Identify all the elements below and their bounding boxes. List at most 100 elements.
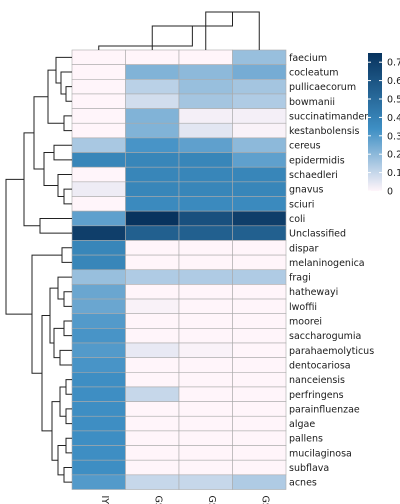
row-label: parahaemolyticus [289, 346, 374, 357]
heatmap-cell [178, 284, 233, 300]
heatmap-cell [178, 430, 233, 446]
heatmap-cell [232, 269, 287, 285]
heatmap-cell [71, 269, 126, 285]
row-label: subflava [289, 463, 329, 474]
heatmap-cell [232, 474, 287, 490]
dendrogram-branch [33, 96, 48, 170]
row-label: melaninogenica [289, 258, 365, 269]
row-label: lwoffii [289, 302, 317, 313]
row-label: cereus [289, 141, 321, 152]
heatmap-cell [125, 225, 180, 241]
heatmap-cell [125, 122, 180, 139]
colorbar-tick-label: 0.1 [387, 168, 400, 179]
dendrogram-branch [57, 276, 72, 300]
colorbar-ticks: 0 0.1 0.2 0.3 0.4 0.5 0.6 0.7 [368, 58, 400, 198]
colorbar-tick-label: 0.7 [387, 58, 400, 69]
heatmap-cell [71, 357, 126, 373]
heatmap-cell [125, 196, 180, 212]
column-label: GS3 [259, 496, 270, 504]
heatmap-cell [125, 459, 180, 476]
heatmap-cell [178, 64, 233, 80]
heatmap-cell [125, 137, 180, 153]
heatmap-cell [71, 108, 126, 124]
row-label: moorei [289, 317, 322, 328]
heatmap-cell [178, 93, 233, 109]
heatmap-cell [125, 181, 180, 197]
heatmap-cell [125, 430, 180, 446]
heatmap-cell [125, 93, 180, 109]
heatmap-cell [178, 298, 233, 314]
heatmap-cell [125, 49, 180, 65]
heatmap-cell [232, 328, 287, 344]
heatmap-cell [71, 225, 126, 241]
heatmap-cell [232, 166, 287, 183]
heatmap-cell [178, 371, 233, 388]
heatmap-cell [125, 254, 180, 271]
dendrogram-branch [61, 247, 72, 263]
heatmap-cell [71, 474, 126, 490]
heatmap-cell [71, 459, 126, 476]
heatmap-cell [71, 196, 126, 212]
heatmap-cell [125, 64, 180, 80]
heatmap-cell [125, 415, 180, 432]
heatmap-cell [71, 240, 126, 256]
column-label: IY [99, 496, 110, 504]
dendrogram-branch [43, 152, 58, 187]
row-label: dispar [289, 243, 318, 254]
heatmap-cell [71, 210, 126, 227]
heatmap-cell [71, 254, 126, 271]
heatmap-cell [232, 386, 287, 402]
heatmap-cell [178, 342, 233, 358]
heatmap-cell [178, 196, 233, 212]
heatmap-cell [125, 386, 180, 402]
row-label: parainfluenzae [289, 404, 360, 415]
row-labels: faecium cocleatum pullicaecorum bowmanii suc… [289, 53, 375, 489]
column-label: GS1 [152, 496, 163, 504]
dendrogram-branch [57, 174, 72, 197]
heatmap-cell [232, 313, 287, 329]
dendrogram-branch [59, 349, 72, 366]
heatmap-cell [232, 108, 287, 124]
heatmap-cell [178, 225, 233, 241]
heatmap-cell [125, 210, 180, 227]
dendrogram-branch [63, 188, 72, 205]
heatmap-cell [178, 122, 233, 139]
heatmap-cell [232, 298, 287, 314]
heatmap-cell [178, 459, 233, 476]
heatmap-cell [125, 445, 180, 461]
heatmap-cell [71, 371, 126, 388]
heatmap-cell [71, 64, 126, 80]
column-labels: IY GS1 GS2 GS3 [99, 496, 271, 504]
heatmap-cell [125, 79, 180, 95]
heatmap-cell [71, 298, 126, 314]
heatmap-cell [125, 284, 180, 300]
heatmap-cell [71, 49, 126, 65]
heatmap-cell [178, 210, 233, 227]
heatmap-cell [71, 122, 126, 139]
heatmap-cell [71, 342, 126, 358]
heatmap-cell [232, 137, 287, 153]
row-label: saccharogumia [289, 331, 361, 342]
heatmap-cell [178, 181, 233, 197]
heatmap-cell [232, 181, 287, 197]
heatmap-cell [232, 401, 287, 417]
heatmap-cell [178, 254, 233, 271]
heatmap-cell [178, 313, 233, 329]
colorbar-tick-label: 0.2 [387, 150, 400, 161]
heatmap-cell [125, 342, 180, 358]
row-label: Unclassified [289, 229, 346, 240]
dendrogram-branch [63, 467, 72, 483]
dendrogram-branch [65, 408, 72, 425]
heatmap-cell [232, 210, 287, 227]
heatmap-cell [232, 79, 287, 95]
row-label: pullicaecorum [289, 82, 356, 93]
heatmap-cell [232, 284, 287, 300]
heatmap-cell [232, 49, 287, 65]
dendrogram-branch [63, 115, 72, 132]
row-label: pallens [289, 434, 323, 445]
heatmap-cell [232, 430, 287, 446]
row-label: schaedleri [289, 170, 338, 181]
dendrogram-branch [98, 26, 193, 50]
row-label: mucilaginosa [289, 448, 352, 459]
